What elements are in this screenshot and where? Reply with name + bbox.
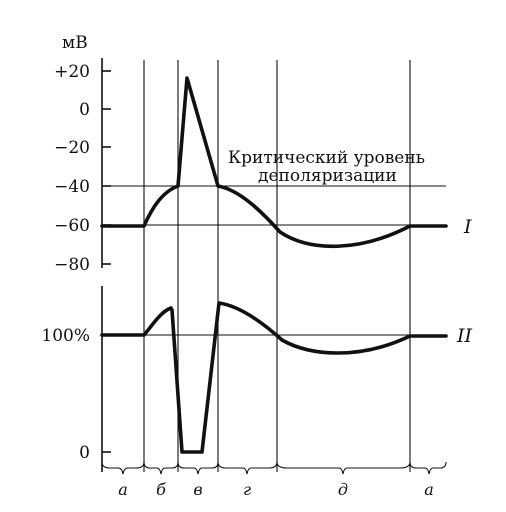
tick-label-minus40: −40 xyxy=(54,177,90,197)
critical-level-label-line2: деполяризации xyxy=(258,166,397,186)
membrane-potential-panel: мВ +20 0 −20 −40 −60 −80 Критический уро… xyxy=(54,33,472,275)
tick-label-zero: 0 xyxy=(79,443,90,463)
phase-label-v: в xyxy=(193,480,202,499)
phase-brace-b xyxy=(143,461,179,475)
excitability-panel: 100% 0 II xyxy=(41,286,473,472)
phase-braces: а б в г д а xyxy=(101,461,447,499)
phase-label-a2: а xyxy=(424,480,434,499)
tick-label-minus60: −60 xyxy=(54,216,90,236)
critical-level-label-line1: Критический уровень xyxy=(228,148,425,168)
curve-label-I: I xyxy=(463,216,472,238)
tick-label-0: 0 xyxy=(79,100,90,120)
membrane-potential-curve xyxy=(100,76,448,249)
phase-label-b: б xyxy=(156,480,166,499)
phase-label-a1: а xyxy=(118,480,128,499)
phase-brace-d xyxy=(276,461,411,475)
tick-label-minus20: −20 xyxy=(54,138,90,158)
phase-brace-a2 xyxy=(409,461,447,475)
unit-label: мВ xyxy=(62,33,88,53)
curve-label-II: II xyxy=(456,325,473,347)
phase-brace-v xyxy=(177,461,219,475)
tick-label-minus80: −80 xyxy=(54,255,90,275)
phase-brace-g xyxy=(217,461,278,475)
phase-brace-a1 xyxy=(101,461,145,475)
tick-label-100-percent: 100% xyxy=(41,326,90,346)
phase-label-d: д xyxy=(338,480,348,499)
excitability-curve xyxy=(100,301,448,454)
phase-label-g: г xyxy=(243,480,251,499)
tick-label-plus20: +20 xyxy=(54,62,90,82)
